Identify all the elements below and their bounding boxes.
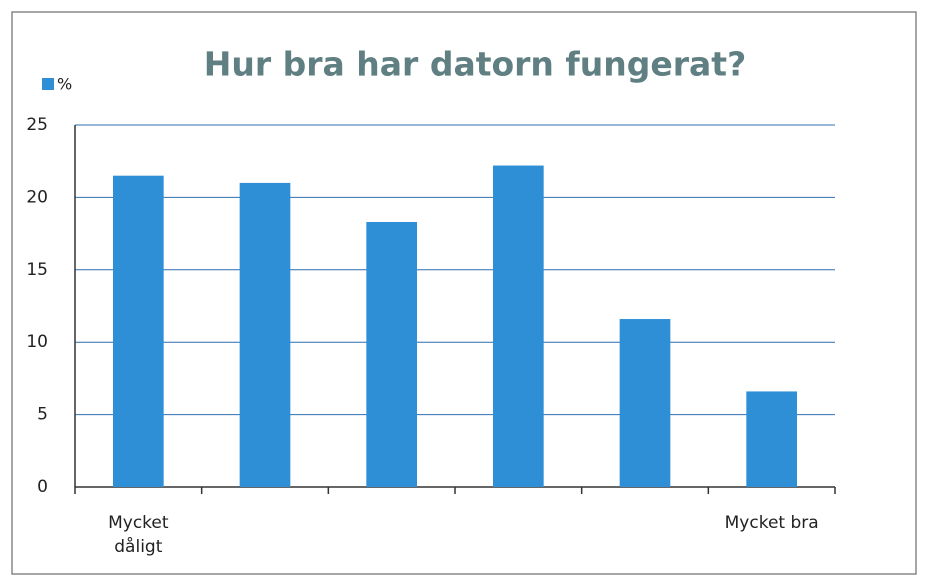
bar xyxy=(366,222,417,488)
bar xyxy=(746,391,797,487)
bar xyxy=(619,319,671,487)
legend-swatch xyxy=(42,78,54,90)
chart-title: Hur bra har datorn fungerat? xyxy=(204,45,746,84)
y-tick-label: 10 xyxy=(26,332,48,352)
legend-label: % xyxy=(57,75,72,94)
y-tick-label: 5 xyxy=(37,405,48,425)
chart-frame xyxy=(11,11,917,575)
y-tick-label: 0 xyxy=(37,477,48,497)
bar xyxy=(239,182,291,488)
bar xyxy=(113,175,164,487)
y-tick-label: 25 xyxy=(26,115,48,135)
bar xyxy=(493,165,544,487)
y-tick-label: 15 xyxy=(26,260,48,280)
x-tick-label: Mycket bra xyxy=(724,513,819,533)
y-tick-label: 20 xyxy=(26,187,48,207)
x-tick-label: Mycket dåligt xyxy=(108,513,169,557)
